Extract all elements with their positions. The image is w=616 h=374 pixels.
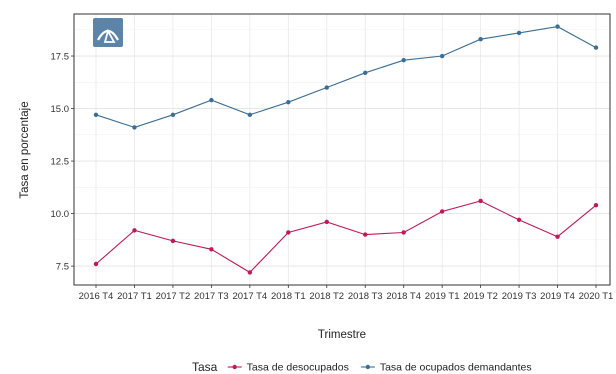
- data-point: [363, 232, 368, 237]
- x-tick-label: 2018 T4: [386, 291, 421, 302]
- data-point: [132, 228, 137, 233]
- data-point: [132, 125, 137, 130]
- data-point: [401, 58, 406, 63]
- plot-panel-border: [73, 13, 611, 286]
- x-tick-label: 2019 T4: [540, 291, 575, 302]
- data-point: [516, 217, 522, 223]
- data-point: [209, 97, 214, 103]
- logo-icon: [93, 18, 123, 47]
- y-tick-label: 10.0: [51, 209, 70, 220]
- y-tick-label: 12.5: [51, 156, 70, 167]
- x-tick-label: 2017 T2: [156, 291, 191, 302]
- data-point: [247, 270, 253, 275]
- x-tick-label: 2018 T3: [348, 291, 383, 302]
- x-tick-label: 2018 T1: [271, 291, 306, 302]
- series-lines: [95, 26, 597, 274]
- x-tick-label: 2017 T1: [117, 291, 152, 302]
- legend-title: Tasa: [192, 360, 218, 374]
- data-point: [324, 85, 329, 90]
- data-point: [93, 261, 99, 267]
- series-line-0: [95, 200, 597, 274]
- data-point: [478, 198, 483, 204]
- data-point: [93, 112, 99, 118]
- data-point: [516, 30, 522, 36]
- x-axis-title: Trimestre: [318, 329, 366, 341]
- y-tick-label: 15.0: [51, 104, 70, 115]
- data-point: [439, 209, 445, 214]
- legend-key-point: [232, 364, 237, 370]
- data-point: [401, 230, 406, 235]
- x-axis-ticks: 2016 T4 2017 T1 2017 T2 2017 T3 2017 T4 2018 …: [79, 285, 614, 302]
- x-tick-label: 2016 T4: [79, 291, 114, 302]
- legend-label: Tasa de ocupados demandantes: [380, 362, 532, 374]
- series-points: [93, 24, 599, 275]
- y-axis-ticks: 7.5 10.0 12.5 15.0 17.5: [51, 51, 74, 272]
- y-tick-label: 7.5: [56, 261, 69, 272]
- data-point: [286, 100, 291, 105]
- x-tick-label: 2019 T1: [425, 291, 460, 302]
- x-tick-label: 2017 T3: [194, 291, 229, 302]
- legend: Tasa Tasa de desocupados Tasa de ocupados…: [192, 360, 532, 374]
- data-point: [593, 202, 599, 208]
- data-point: [363, 70, 368, 76]
- data-point: [555, 24, 560, 29]
- data-point: [439, 53, 445, 59]
- data-point: [247, 112, 253, 118]
- x-tick-label: 2017 T4: [232, 291, 267, 302]
- data-point: [170, 112, 176, 118]
- data-point: [555, 234, 560, 239]
- y-tick-label: 17.5: [51, 51, 70, 62]
- series-line-1: [95, 26, 597, 128]
- data-point: [286, 230, 291, 235]
- x-tick-label: 2018 T2: [309, 291, 344, 302]
- data-point: [170, 238, 176, 244]
- x-tick-label: 2020 T1: [579, 291, 614, 302]
- data-point: [478, 37, 483, 42]
- legend-label: Tasa de desocupados: [247, 362, 349, 374]
- data-point: [324, 219, 329, 225]
- data-point: [593, 45, 599, 50]
- data-point: [209, 247, 214, 252]
- x-tick-label: 2019 T3: [502, 291, 537, 302]
- y-axis-title: Tasa en porcentaje: [19, 101, 31, 198]
- legend-key-point: [365, 364, 371, 370]
- x-tick-label: 2019 T2: [463, 291, 498, 302]
